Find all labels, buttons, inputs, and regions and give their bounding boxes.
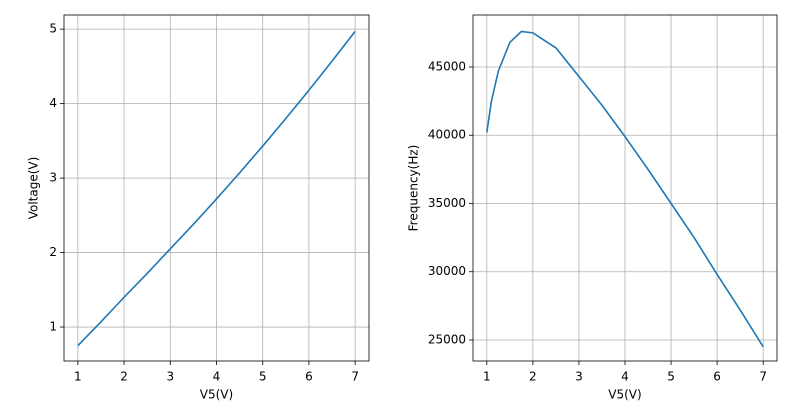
x-axis-label: V5(V) — [200, 388, 233, 402]
x-tick-label: 4 — [213, 370, 221, 384]
x-tick-label: 2 — [120, 370, 128, 384]
x-tick-label: 7 — [351, 370, 359, 384]
y-tick-label: 40000 — [428, 128, 466, 142]
plot-frame — [63, 14, 370, 362]
x-tick-label: 2 — [529, 370, 537, 384]
y-tick-label: 35000 — [428, 196, 466, 210]
x-tick-label: 5 — [259, 370, 267, 384]
x-tick-label: 3 — [575, 370, 583, 384]
data-line — [486, 30, 764, 348]
y-tick-label: 1 — [49, 320, 57, 334]
data-line — [77, 30, 356, 347]
x-tick-label: 5 — [667, 370, 675, 384]
x-tick-label: 7 — [759, 370, 767, 384]
x-tick-label: 6 — [713, 370, 721, 384]
y-axis-label: Frequency(Hz) — [407, 145, 421, 232]
x-tick-label: 1 — [483, 370, 491, 384]
x-axis-label: V5(V) — [608, 388, 641, 402]
y-axis-label: Voltage(V) — [27, 157, 41, 220]
y-tick-label: 2 — [49, 245, 57, 259]
y-tick-label: 4 — [49, 96, 57, 110]
x-tick-label: 1 — [74, 370, 82, 384]
y-tick-label: 3 — [49, 171, 57, 185]
y-tick-label: 5 — [49, 22, 57, 36]
y-tick-label: 25000 — [428, 332, 466, 346]
x-tick-label: 3 — [166, 370, 174, 384]
x-tick-label: 6 — [305, 370, 313, 384]
plot-frame — [472, 14, 778, 362]
y-tick-label: 30000 — [428, 264, 466, 278]
x-tick-label: 4 — [621, 370, 629, 384]
y-tick-label: 45000 — [428, 60, 466, 74]
